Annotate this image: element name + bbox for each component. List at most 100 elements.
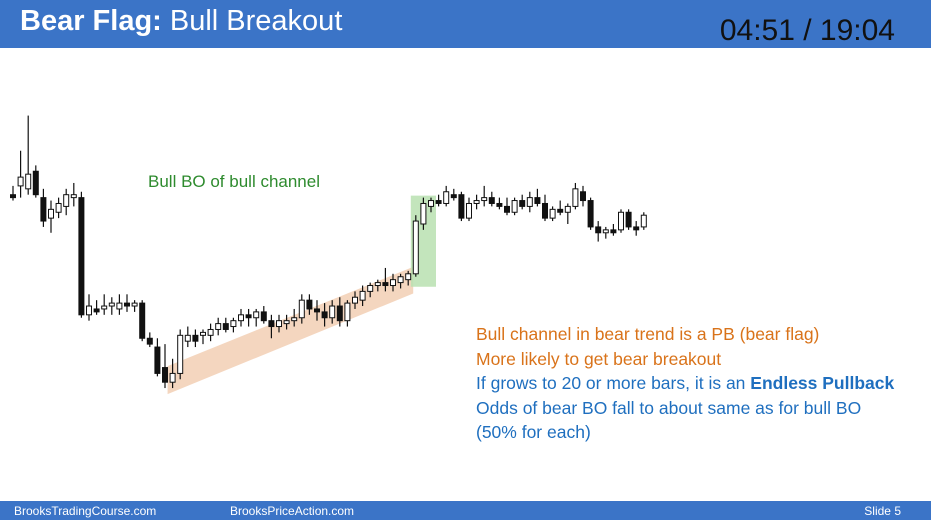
bull-candle-body [291, 317, 298, 322]
candle [93, 300, 100, 315]
slide-number: Slide 5 [864, 504, 901, 518]
bull-candle-body [466, 202, 472, 219]
bull-candle-body [473, 200, 480, 204]
footer-link-price-action[interactable]: BrooksPriceAction.com [230, 504, 355, 518]
bear-candle-body [10, 194, 16, 199]
candle [192, 329, 199, 348]
bear-candle-body [542, 202, 548, 219]
bull-candle-body [116, 302, 123, 310]
bull-candle-body [298, 299, 305, 319]
bull-candle-body [48, 208, 54, 219]
candle [177, 329, 184, 380]
bull-candle-body [359, 290, 366, 301]
bull-candle-body [283, 320, 290, 325]
candles-layer [10, 115, 647, 389]
candle [184, 326, 191, 348]
note-line-4: Odds of bear BO fall to about same as fo… [476, 397, 862, 418]
bull-candle-body [25, 173, 32, 190]
bull-candle-body [230, 320, 237, 328]
candle [390, 273, 396, 292]
candle [154, 338, 161, 377]
candle [473, 194, 480, 210]
candle [139, 300, 146, 342]
candle [215, 317, 222, 336]
endless-pullback-term: Endless Pullback [750, 373, 895, 393]
candle [276, 314, 282, 333]
candle [557, 200, 564, 216]
bull-candle-body [572, 188, 579, 207]
candle [253, 308, 260, 327]
bear-candle-body [496, 202, 503, 207]
bull-candle-body [344, 302, 351, 322]
note-line-5: (50% for each) [476, 422, 591, 442]
bear-candle-body [314, 308, 320, 313]
footer-link-trading-course[interactable]: BrooksTradingCourse.com [14, 504, 157, 518]
slide-title-bold: Bear Flag: [20, 5, 162, 37]
bull-candle-body [367, 285, 374, 292]
candle [260, 306, 267, 324]
title-bar: Bear Flag: Bull Breakout [0, 0, 931, 48]
footer-bar: BrooksTradingCourse.com BrooksPriceActio… [0, 501, 931, 520]
candle [488, 191, 495, 207]
candle [397, 273, 404, 289]
bear-candle-body [504, 205, 510, 213]
bear-candle-body [78, 197, 85, 316]
candle [336, 297, 343, 327]
note-line-3: If grows to 20 or more bars, it is an En… [476, 371, 894, 396]
bear-candle-body [458, 194, 465, 219]
bull-candle-body [420, 202, 427, 225]
bear-candle-body [93, 308, 100, 313]
bear-candle-body [154, 346, 161, 374]
candle [587, 197, 594, 230]
bear-candle-body [595, 226, 602, 234]
bear-candle-body [146, 337, 153, 345]
bear-candle-body [222, 323, 229, 330]
candle [519, 194, 526, 210]
bear-candle-body [382, 282, 389, 287]
bull-candle-body [526, 197, 533, 207]
candle [580, 185, 586, 207]
bull-candle-body [238, 314, 244, 322]
notes-block: Bull channel in bear trend is a PB (bear… [476, 322, 894, 445]
candle [450, 188, 457, 201]
bull-candle-body [511, 200, 518, 213]
candle [481, 185, 488, 207]
candle [222, 317, 229, 333]
bull-candle-body [428, 200, 434, 207]
candle [564, 203, 571, 224]
bear-candle-body [336, 305, 343, 322]
candle [367, 282, 374, 298]
candle [101, 294, 108, 315]
bull-candle-body [397, 276, 404, 284]
candle [602, 226, 609, 239]
candle [625, 209, 632, 230]
bear-candle-body [260, 311, 267, 322]
candle [374, 279, 381, 292]
candle [435, 194, 442, 207]
candle [610, 223, 617, 236]
bear-candle-body [534, 197, 541, 204]
candle [230, 317, 237, 333]
slide-title: Bear Flag: Bull Breakout [20, 5, 342, 38]
candle [534, 188, 541, 207]
candle [329, 300, 336, 324]
candle [86, 294, 92, 321]
candle [25, 115, 32, 195]
bear-candle-body [192, 334, 199, 342]
bear-candle-body [245, 314, 252, 319]
candle [458, 191, 465, 222]
candle [298, 294, 305, 324]
candle [549, 206, 556, 222]
bear-candle-body [587, 200, 594, 228]
bull-candle-body [63, 194, 70, 207]
bull-candle-body [640, 214, 647, 228]
candle [572, 182, 579, 210]
bull-breakout-label: Bull BO of bull channel [148, 172, 320, 191]
candle [131, 300, 138, 312]
candle [504, 197, 510, 216]
bear-candle-body [321, 311, 328, 319]
bear-candle-body [450, 194, 457, 199]
bull-candle-body [101, 305, 108, 310]
candle [542, 194, 548, 222]
bull-candle-body [55, 202, 62, 213]
